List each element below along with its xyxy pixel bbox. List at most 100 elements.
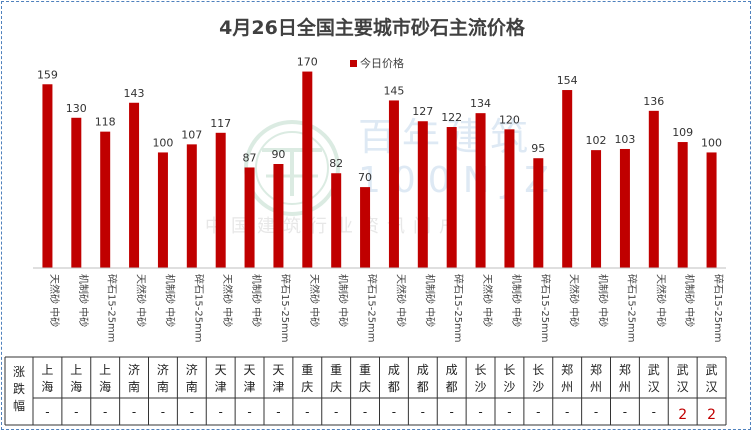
change-table: 涨跌幅 上海上海上海济南济南济南天津天津天津重庆重庆重庆成都成都成都长沙长沙长沙… [4, 356, 727, 426]
table-change-19: - [594, 405, 598, 419]
table-change-0: - [45, 405, 49, 419]
value-label-22: 109 [672, 126, 693, 139]
watermark-brand: 百年建筑 [358, 115, 534, 159]
table-change-15: - [478, 405, 482, 419]
bar-17 [533, 158, 544, 268]
table-change-16: - [507, 405, 511, 419]
table-city-2: 上海 [99, 363, 111, 394]
value-label-12: 145 [383, 84, 404, 97]
value-label-5: 107 [181, 128, 202, 141]
value-label-8: 90 [271, 148, 285, 161]
bar-21 [648, 110, 659, 268]
value-label-14: 122 [441, 111, 462, 124]
table-city-14: 成都 [446, 363, 458, 394]
category-label-17: 碎石15-25mm [539, 274, 552, 343]
value-label-23: 100 [701, 136, 722, 149]
watermark-url: 100NJZ [358, 160, 561, 201]
bar-22 [677, 142, 688, 268]
table-change-22: 2 [678, 407, 687, 423]
bar-19 [591, 150, 602, 268]
value-label-2: 118 [95, 116, 116, 129]
category-label-16: 机制砂 中砂 [510, 274, 523, 327]
value-label-3: 143 [124, 87, 145, 100]
legend: 今日价格 [350, 56, 404, 70]
category-label-13: 机制砂 中砂 [423, 274, 436, 327]
table-change-1: - [74, 405, 78, 419]
bar-6 [215, 132, 226, 268]
table-change-10: - [334, 405, 338, 419]
city-cells: 上海上海上海济南济南济南天津天津天津重庆重庆重庆成都成都成都长沙长沙长沙郑州郑州… [41, 362, 717, 394]
category-label-14: 碎石15-25mm [452, 274, 465, 343]
chart-title: 4月26日全国主要城市砂石主流价格 [219, 16, 526, 39]
table-change-11: - [363, 405, 367, 419]
table-city-16: 长沙 [503, 363, 515, 394]
table-city-19: 郑州 [590, 362, 602, 394]
value-label-11: 70 [358, 171, 372, 184]
value-label-15: 134 [470, 97, 491, 110]
category-label-2: 碎石15-25mm [106, 274, 119, 343]
table-change-12: - [392, 405, 396, 419]
table-change-4: - [161, 405, 165, 419]
table-city-15: 长沙 [475, 363, 487, 394]
bar-9 [302, 71, 313, 268]
bar-14 [446, 127, 457, 269]
table-city-8: 天津 [272, 363, 284, 394]
table-change-7: - [247, 405, 251, 419]
table-city-13: 成都 [417, 363, 429, 394]
bar-15 [475, 113, 486, 268]
bar-20 [619, 148, 630, 268]
value-label-0: 159 [37, 68, 58, 81]
category-label-18: 天然砂 中砂 [568, 274, 581, 327]
table-city-7: 天津 [244, 363, 256, 394]
table-city-22: 武汉 [677, 363, 689, 394]
table-change-3: - [132, 405, 136, 419]
bar-11 [360, 187, 371, 268]
value-label-13: 127 [412, 105, 433, 118]
bar-0 [42, 84, 53, 269]
value-label-16: 120 [499, 113, 520, 126]
table-city-20: 郑州 [619, 362, 631, 394]
bar-4 [157, 152, 168, 268]
category-label-4: 机制砂 中砂 [163, 274, 176, 327]
table-city-5: 济南 [186, 362, 198, 394]
category-label-5: 碎石15-25mm [192, 274, 205, 343]
category-labels: 天然砂 中砂 机制砂 中砂 碎石15-25mm 天然砂 中砂 机制砂 中砂 碎石15-25… [48, 274, 725, 343]
table-city-18: 郑州 [561, 362, 573, 394]
table-city-0: 上海 [41, 363, 53, 394]
value-label-1: 130 [66, 102, 87, 115]
table-change-2: - [103, 405, 107, 419]
category-label-23: 碎石15-25mm [712, 274, 725, 343]
bar-10 [331, 173, 342, 268]
table-city-10: 重庆 [330, 363, 342, 394]
table-change-14: - [450, 405, 454, 419]
table-change-18: - [565, 405, 569, 419]
category-label-20: 碎石15-25mm [625, 274, 638, 343]
category-label-6: 天然砂 中砂 [221, 274, 234, 327]
value-label-4: 100 [152, 136, 173, 149]
value-label-6: 117 [210, 117, 231, 130]
value-label-21: 136 [643, 95, 664, 108]
category-label-11: 碎石15-25mm [366, 274, 379, 343]
table-change-23: 2 [707, 407, 716, 423]
category-label-0: 天然砂 中砂 [48, 274, 61, 327]
category-label-1: 机制砂 中砂 [77, 274, 90, 327]
value-label-9: 170 [297, 56, 318, 69]
bar-23 [706, 152, 717, 268]
value-label-17: 95 [531, 142, 545, 155]
category-label-12: 天然砂 中砂 [394, 274, 407, 327]
table-city-21: 武汉 [648, 363, 660, 394]
value-label-20: 103 [614, 133, 635, 146]
bar-2 [100, 131, 111, 268]
table-city-3: 济南 [128, 362, 140, 394]
table-change-13: - [421, 405, 425, 419]
category-label-15: 天然砂 中砂 [481, 274, 494, 327]
legend-label: 今日价格 [360, 56, 404, 70]
table-city-23: 武汉 [706, 363, 718, 394]
bar-7 [244, 167, 255, 268]
table-city-1: 上海 [70, 363, 82, 394]
category-label-21: 天然砂 中砂 [654, 274, 667, 327]
table-city-12: 成都 [388, 363, 400, 394]
table-city-9: 重庆 [301, 363, 313, 394]
